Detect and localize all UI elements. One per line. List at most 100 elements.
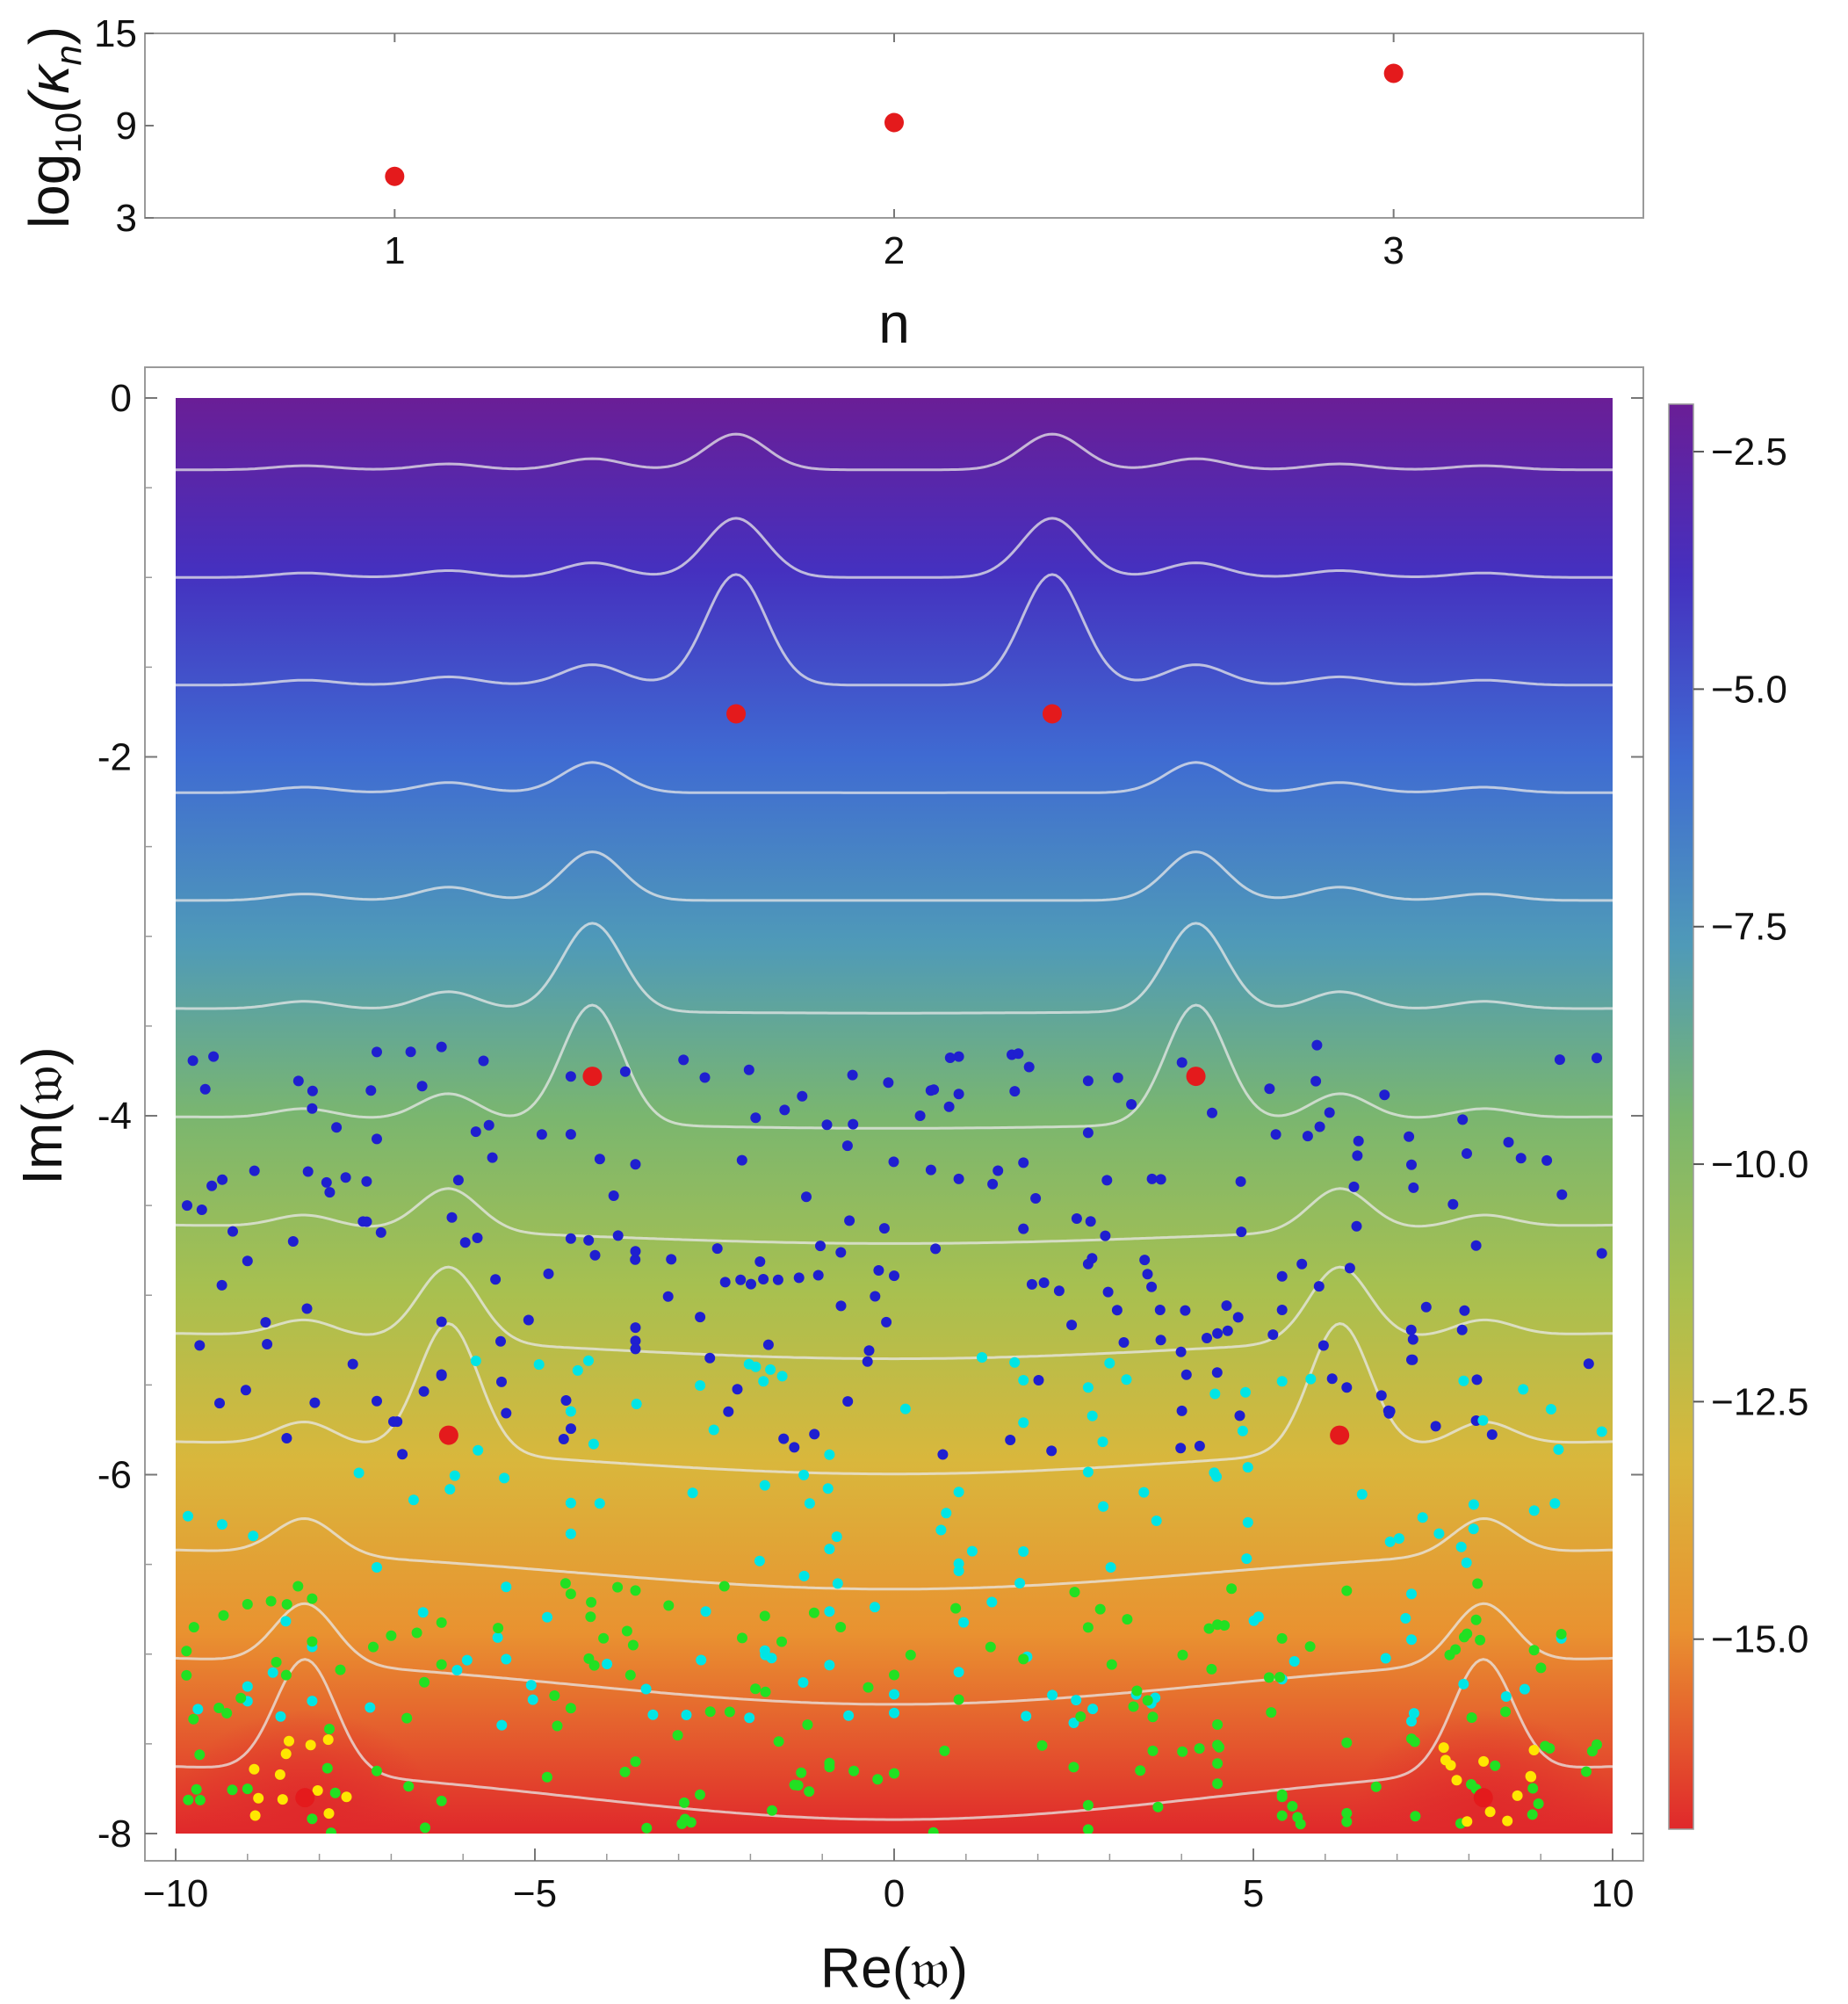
root-point <box>248 1530 259 1542</box>
root-point <box>1478 1755 1490 1767</box>
root-point <box>928 1084 940 1096</box>
root-point <box>417 1607 429 1618</box>
root-point <box>870 1291 881 1302</box>
root-point <box>214 1398 225 1409</box>
root-point <box>789 1779 800 1791</box>
root-point <box>496 1376 507 1387</box>
root-point <box>1211 1471 1222 1482</box>
root-point <box>1341 1585 1353 1596</box>
root-point <box>1194 1743 1205 1754</box>
root-point <box>586 1596 597 1608</box>
root-point <box>1341 1807 1353 1819</box>
root-point <box>608 1190 619 1201</box>
root-point <box>1082 1127 1094 1139</box>
root-point <box>1407 1334 1418 1345</box>
root-point <box>416 1081 428 1092</box>
root-point <box>1270 1129 1281 1140</box>
root-point <box>1287 1800 1298 1812</box>
root-point <box>324 1187 336 1198</box>
root-point <box>1018 1546 1029 1557</box>
root-point <box>1146 1173 1158 1184</box>
root-point <box>1313 1281 1325 1292</box>
root-point <box>744 1712 755 1724</box>
root-point <box>307 1593 318 1604</box>
root-point <box>930 1243 942 1255</box>
root-point <box>436 1316 447 1328</box>
root-point <box>1232 1312 1244 1323</box>
root-point <box>1121 1374 1132 1385</box>
root-point <box>549 1690 560 1701</box>
root-point <box>1503 1137 1514 1148</box>
root-point <box>1033 1375 1044 1385</box>
root-point <box>1451 1775 1462 1786</box>
root-point <box>848 1118 859 1130</box>
root-point <box>953 1173 964 1184</box>
root-point <box>1222 1325 1233 1336</box>
root-point <box>953 1667 964 1678</box>
contour-line <box>176 1187 1613 1245</box>
root-point <box>461 1654 473 1666</box>
root-point <box>1470 1614 1482 1625</box>
root-point <box>1086 1410 1098 1422</box>
root-point <box>1305 1373 1317 1385</box>
root-point <box>183 1510 193 1522</box>
root-point <box>324 1724 335 1734</box>
root-point <box>1046 1445 1058 1457</box>
root-point <box>1406 1733 1417 1745</box>
root-point <box>589 1249 601 1261</box>
root-point <box>1276 1305 1288 1315</box>
root-point <box>822 1483 834 1494</box>
root-point <box>1554 1054 1565 1066</box>
root-point <box>1380 1653 1391 1664</box>
root-point <box>187 1055 199 1067</box>
root-point <box>301 1303 313 1314</box>
root-point <box>977 1352 987 1363</box>
root-point <box>735 1274 747 1285</box>
root-point <box>621 1625 632 1637</box>
root-point <box>1087 1704 1099 1715</box>
root-point <box>1212 1328 1224 1339</box>
root-point <box>1036 1740 1048 1751</box>
root-point <box>1082 1799 1094 1811</box>
root-point <box>558 1434 569 1444</box>
root-point <box>1212 1719 1224 1730</box>
root-point <box>249 1810 261 1821</box>
red-root-point <box>438 1425 458 1445</box>
root-point <box>501 1581 512 1593</box>
top-xtick-label: 1 <box>384 229 405 272</box>
root-point <box>647 1709 659 1720</box>
root-point <box>307 1813 318 1825</box>
root-point <box>585 1611 596 1623</box>
root-point <box>804 1786 815 1798</box>
root-point <box>492 1631 503 1643</box>
contour-line <box>176 432 1613 472</box>
root-point <box>762 1339 774 1350</box>
root-point <box>863 1682 874 1693</box>
root-point <box>216 1279 227 1291</box>
root-point <box>1234 1410 1245 1422</box>
main-ylabel: Im(𝔴) <box>11 1046 74 1184</box>
root-point <box>552 1720 563 1732</box>
root-point <box>501 1407 512 1419</box>
top-ytick-label: 9 <box>116 105 137 148</box>
root-point <box>1152 1801 1164 1812</box>
root-point <box>459 1237 471 1248</box>
root-point <box>1519 1683 1530 1695</box>
root-point <box>776 1371 788 1382</box>
root-point <box>678 1054 689 1066</box>
root-point <box>181 1646 192 1657</box>
root-point <box>1085 1216 1096 1227</box>
root-point <box>812 1270 824 1281</box>
root-point <box>641 1822 653 1834</box>
root-point <box>527 1694 538 1705</box>
main-xtick-label: 5 <box>1243 1872 1264 1915</box>
root-point <box>1406 1354 1417 1365</box>
root-point <box>802 1719 813 1731</box>
root-point <box>347 1358 358 1370</box>
root-point <box>1194 1440 1205 1451</box>
root-point <box>341 1791 352 1803</box>
root-point <box>1094 1603 1106 1615</box>
root-point <box>1111 1305 1123 1316</box>
root-point <box>695 1380 706 1391</box>
root-point <box>944 1053 956 1063</box>
